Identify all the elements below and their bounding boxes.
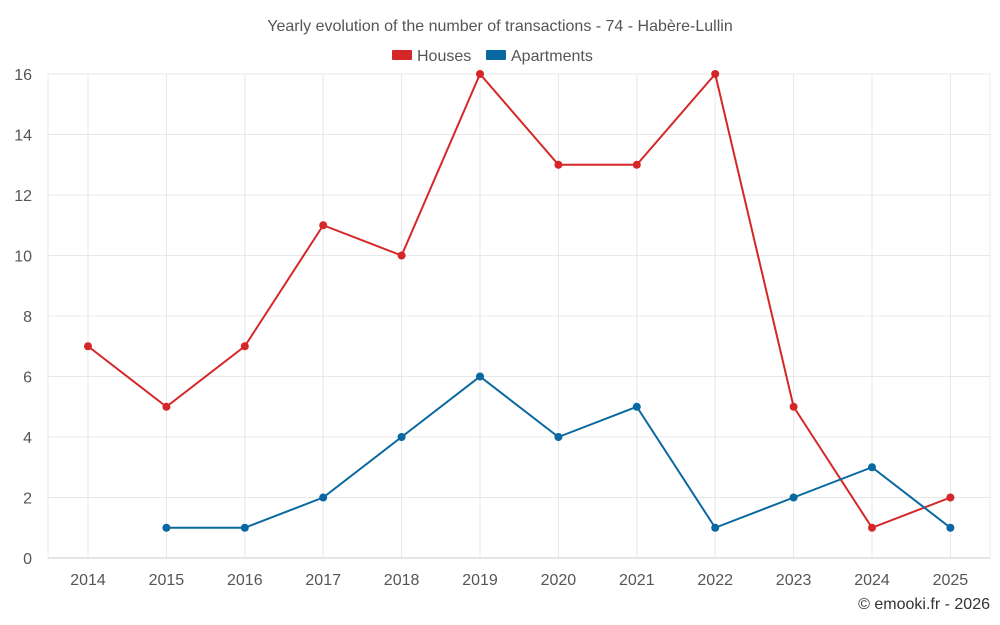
x-tick-label: 2025 [933,572,969,589]
x-tick-label: 2018 [384,572,420,589]
x-tick-label: 2014 [70,572,106,589]
x-tick-label: 2021 [619,572,655,589]
y-tick-label: 12 [14,188,32,205]
data-point-houses[interactable] [632,160,641,169]
x-tick-label: 2020 [541,572,577,589]
x-tick-label: 2017 [305,572,341,589]
x-tick-label: 2023 [776,572,812,589]
series-houses [84,70,955,532]
legend-item-apartments[interactable]: Apartments [486,48,593,65]
y-axis: 0 2 4 6 8 10 12 14 16 [14,67,32,568]
data-point-apartments[interactable] [632,402,641,411]
chart-title: Yearly evolution of the number of transa… [267,18,732,35]
data-point-houses[interactable] [711,70,720,78]
y-tick-label: 14 [14,128,32,145]
data-point-houses[interactable] [554,160,563,169]
legend-item-houses[interactable]: Houses [392,48,471,65]
y-tick-label: 4 [23,430,32,447]
plot-area [84,70,955,532]
data-point-houses[interactable] [84,342,92,351]
y-tick-label: 6 [23,370,32,387]
data-point-houses[interactable] [319,221,328,230]
x-tick-label: 2015 [149,572,185,589]
legend-label-apartments: Apartments [511,48,593,65]
data-point-apartments[interactable] [319,493,328,502]
data-point-houses[interactable] [789,402,798,411]
data-point-apartments[interactable] [868,463,876,472]
data-point-houses[interactable] [946,493,955,502]
data-point-houses[interactable] [868,523,876,532]
data-point-apartments[interactable] [789,493,798,502]
grid [47,73,991,558]
data-point-houses[interactable] [476,70,484,78]
data-point-apartments[interactable] [476,372,484,381]
credit-text: © emooki.fr - 2026 [858,596,990,613]
data-point-apartments[interactable] [946,523,955,532]
x-tick-label: 2019 [462,572,498,589]
y-tick-label: 10 [14,249,32,266]
data-point-houses[interactable] [397,251,406,260]
data-point-apartments[interactable] [240,523,249,532]
data-point-houses[interactable] [162,402,171,411]
x-tick-label: 2016 [227,572,263,589]
series-apartments [162,372,955,532]
legend: Houses Apartments [392,48,593,65]
y-tick-label: 0 [23,551,32,568]
y-tick-label: 2 [23,491,32,508]
x-axis: 2014 2015 2016 2017 2018 2019 2020 2021 2022 2023… [70,572,968,589]
data-point-apartments[interactable] [711,523,720,532]
x-tick-label: 2022 [697,572,733,589]
data-point-apartments[interactable] [554,433,563,441]
legend-swatch-apartments [486,50,506,60]
data-point-apartments[interactable] [162,523,171,532]
data-point-apartments[interactable] [397,433,406,441]
series-line-houses [87,73,951,529]
y-tick-label: 8 [23,309,32,326]
legend-swatch-houses [392,50,412,60]
x-tick-label: 2024 [854,572,890,589]
y-tick-label: 16 [14,67,32,84]
data-point-houses[interactable] [240,342,249,351]
legend-label-houses: Houses [417,48,471,65]
